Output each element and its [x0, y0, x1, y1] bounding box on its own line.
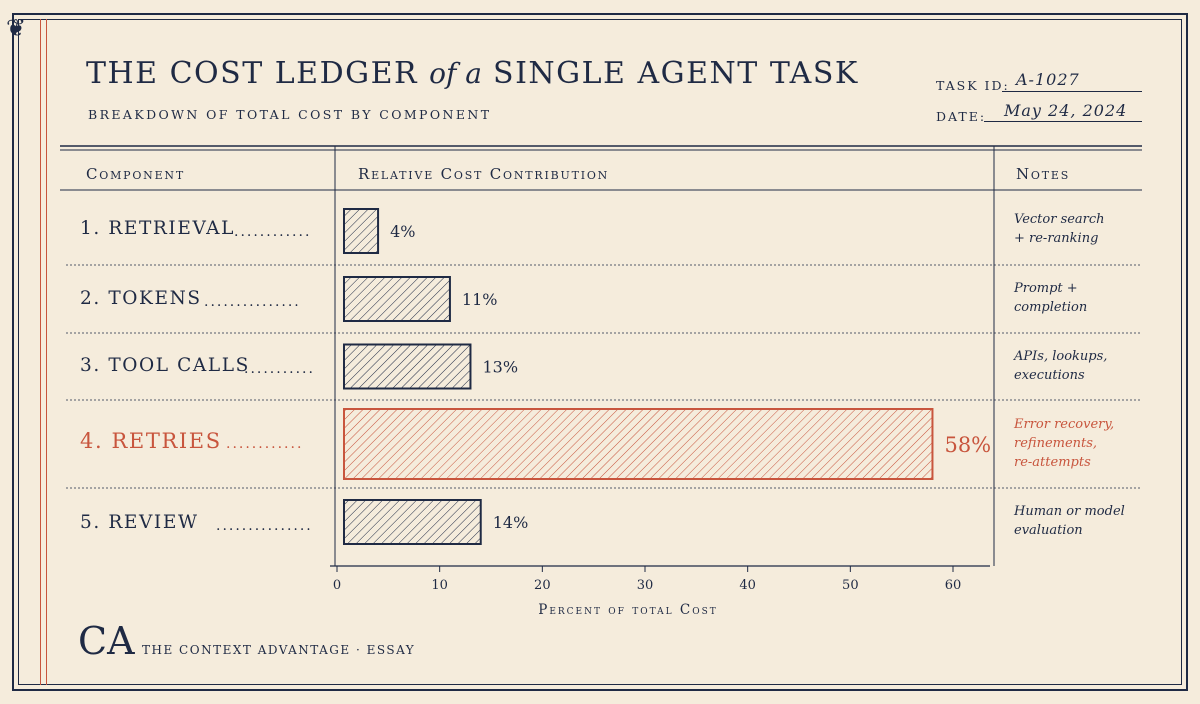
margin-line	[46, 19, 47, 685]
date-label: DATE:	[936, 109, 987, 124]
page-subtitle: BREAKDOWN OF TOTAL COST BY COMPONENT	[88, 107, 492, 122]
brand-logo: CA	[78, 619, 135, 663]
bar-value-label: 58%	[944, 433, 991, 457]
x-tick-label: 10	[431, 578, 448, 593]
x-axis-label: Percent of total Cost	[538, 602, 718, 618]
bar-review	[343, 499, 482, 545]
bar-tokens	[343, 276, 451, 322]
inner-frame	[18, 19, 1182, 685]
row-label-review: 5. REVIEW	[80, 512, 199, 533]
row-note-retries: Error recovery, refinements, re-attempts	[1014, 417, 1115, 470]
row-label-tokens: 2. TOKENS	[80, 288, 202, 309]
bar-retrieval	[343, 208, 380, 254]
header-contribution: Relative Cost Contribution	[358, 165, 610, 183]
footer-text: THE CONTEXT ADVANTAGE · ESSAY	[142, 643, 416, 657]
date-value: May 24, 2024	[1004, 101, 1128, 120]
row-leader-dots: ............	[234, 224, 312, 240]
task-id-underline	[1002, 91, 1142, 92]
outer-frame	[12, 13, 1188, 691]
bar-value-label: 13%	[482, 358, 518, 377]
bar-tool-calls	[343, 343, 472, 390]
date-underline	[984, 121, 1142, 122]
row-note-retrieval: Vector search + re-ranking	[1014, 212, 1105, 246]
bar-value-label: 4%	[390, 222, 415, 241]
page-title: THE COST LEDGER of a SINGLE AGENT TASK	[86, 56, 859, 91]
row-leader-dots: ...............	[216, 518, 313, 534]
title-part-2: SINGLE AGENT TASK	[493, 56, 859, 91]
header-notes: Notes	[1016, 165, 1071, 183]
x-tick-label: 0	[333, 578, 341, 593]
task-id-value: A-1027	[1016, 70, 1080, 89]
task-id-label: TASK ID:	[936, 78, 1010, 93]
row-note-tokens: Prompt + completion	[1014, 281, 1088, 315]
x-tick-label: 20	[534, 578, 551, 593]
bar-value-label: 11%	[462, 290, 498, 309]
x-tick-label: 40	[739, 578, 756, 593]
row-note-tool-calls: APIs, lookups, executions	[1014, 349, 1108, 383]
header-component: Component	[86, 165, 185, 183]
title-part-1: THE COST LEDGER	[86, 56, 419, 91]
row-label-retrieval: 1. RETRIEVAL	[80, 218, 235, 239]
x-tick-label: 50	[842, 578, 859, 593]
row-leader-dots: ............	[226, 436, 304, 452]
x-tick-label: 60	[945, 578, 962, 593]
margin-line	[40, 19, 41, 685]
title-of-a: of a	[429, 57, 482, 90]
row-note-review: Human or model evaluation	[1014, 504, 1125, 538]
row-leader-dots: ...........	[244, 361, 315, 377]
bar-retries	[343, 408, 934, 480]
x-tick-label: 30	[637, 578, 654, 593]
row-label-retries: 4. RETRIES	[80, 429, 222, 453]
bar-value-label: 14%	[493, 513, 529, 532]
corner-ornament-icon: ❦	[6, 14, 27, 42]
row-label-tool-calls: 3. TOOL CALLS	[80, 355, 250, 376]
row-leader-dots: ...............	[204, 294, 301, 310]
